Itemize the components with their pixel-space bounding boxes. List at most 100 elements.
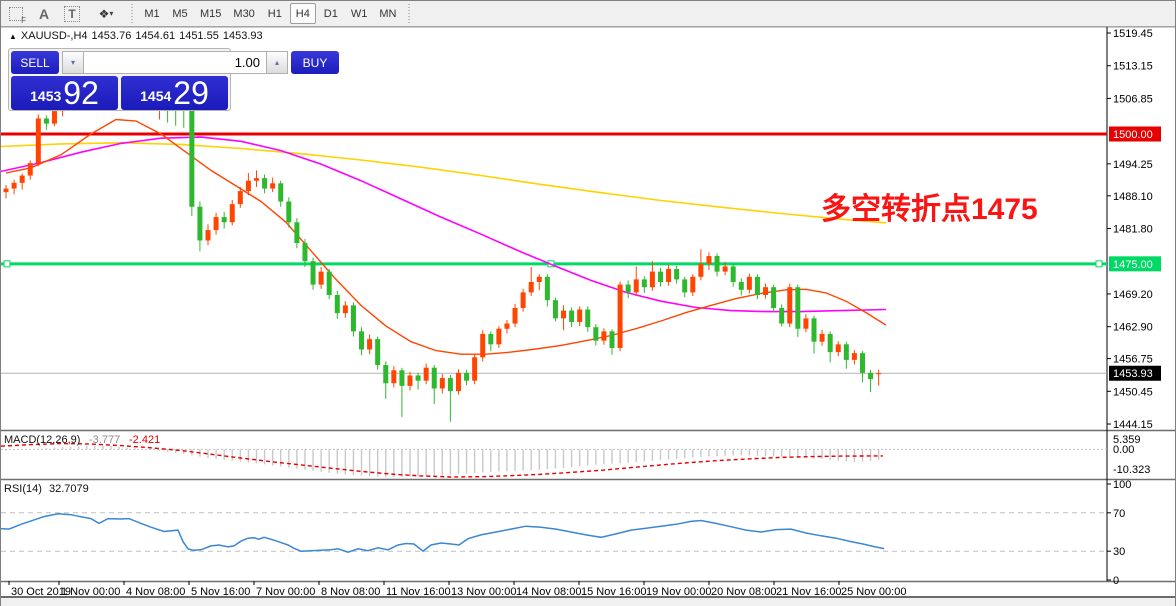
svg-text:1475.00: 1475.00 [1113,259,1153,271]
candle [771,287,777,308]
candle [51,111,57,124]
candle [552,300,558,319]
svg-text:MACD(12,26,9): MACD(12,26,9) [4,434,80,446]
tf-button-m30[interactable]: M30 [233,7,255,20]
svg-text:32.7079: 32.7079 [49,483,89,495]
hline-handle[interactable] [3,260,11,268]
svg-text:13 Nov 00:00: 13 Nov 00:00 [451,586,516,598]
toolbar-separator[interactable] [129,3,134,24]
candle [690,276,696,293]
price-badge-1475.00 [1109,256,1161,272]
volume-input[interactable] [84,51,266,74]
rsi-panel[interactable]: 100 70 30 0 [1,479,1131,587]
toolbar-separator-2[interactable] [406,3,412,24]
candle [577,309,583,322]
candle [237,191,243,205]
candle [843,344,849,360]
tf-button-m1[interactable]: M1 [144,7,160,20]
tf-button-w1[interactable]: W1 [350,7,368,20]
svg-text:5.359: 5.359 [1113,434,1141,446]
candle [294,222,300,244]
svg-text:8 Nov 08:00: 8 Nov 08:00 [321,586,380,598]
candle [585,309,591,328]
candle [375,339,381,366]
buy-price-display[interactable]: 1454 29 [121,76,228,110]
svg-text:25 Nov 00:00: 25 Nov 00:00 [841,586,906,598]
candle [189,110,195,207]
svg-text:21 Nov 16:00: 21 Nov 16:00 [776,586,841,598]
price-axis[interactable]: 1519.45 1513.15 1506.85 1494.25 1488.10 1481.… [1107,28,1161,431]
volume-up-button[interactable]: ▴ [266,51,288,74]
buy-button[interactable]: BUY [291,51,339,74]
chart-canvas[interactable]: 1519.45 1513.15 1506.85 1494.25 1488.10 1481.… [1,27,1176,606]
text-label-tool-icon[interactable]: A [31,3,57,25]
candle [641,279,647,288]
chart-text-annotation[interactable]: 多空转折点1475 [821,193,1038,226]
ohlc-open: 1453.76 [91,30,132,42]
symbol-ohlc-header: ▲ XAUUSD-,H4 1453.76 1454.61 1451.55 145… [9,30,263,42]
candle [868,372,874,380]
candle [407,375,413,386]
candle [19,175,25,183]
svg-text:1513.15: 1513.15 [1113,61,1153,73]
svg-text:-10.323: -10.323 [1113,464,1150,476]
svg-text:30 Oct 2019: 30 Oct 2019 [11,586,71,598]
volume-down-button[interactable]: ▾ [62,51,84,74]
candle [666,269,672,283]
one-click-trade-panel: SELL ▾ ▴ BUY 1453 92 1454 29 [8,48,339,111]
macd-panel[interactable] [1,442,1107,478]
buy-price-frac: 29 [173,75,209,111]
candle [472,357,478,381]
candle [464,372,470,381]
hline-handle[interactable] [1095,260,1103,268]
svg-text:RSI(14): RSI(14) [4,483,42,495]
svg-text:1469.20: 1469.20 [1113,289,1153,301]
candle [536,276,542,283]
candle [391,370,397,384]
candle [738,282,744,290]
tf-button-d1[interactable]: D1 [323,7,338,20]
candle [754,276,760,295]
drawing-tool-button[interactable]: ❖ ▾ [87,3,125,25]
rsi-label: RSI(14) 32.7079 [4,483,89,495]
selection-box-icon[interactable]: F [3,3,29,25]
candle [286,201,292,223]
svg-text:100: 100 [1113,479,1131,491]
tf-button-h1[interactable]: H1 [267,7,282,20]
candle [253,178,259,181]
letter-a-icon: A [38,5,50,22]
tf-button-h4-active[interactable]: H4 [289,3,316,24]
candle [310,261,316,285]
tf-button-m5[interactable]: M5 [172,7,188,20]
text-box-tool-icon[interactable]: T [59,3,85,25]
candle [3,188,9,193]
tf-button-mn[interactable]: MN [379,7,397,20]
svg-text:1456.75: 1456.75 [1113,354,1153,366]
candle [334,294,340,314]
collapse-triangle-icon[interactable]: ▲ [9,31,17,41]
candle [601,331,607,341]
candle [342,305,348,314]
candle [245,180,251,192]
candle [803,318,809,329]
sell-price-display[interactable]: 1453 92 [11,76,118,110]
svg-text:19 Nov 00:00: 19 Nov 00:00 [646,586,711,598]
candle [779,307,785,324]
ohlc-high: 1454.61 [135,30,176,42]
candle [11,182,17,189]
svg-text:1488.10: 1488.10 [1113,191,1153,203]
candle [229,204,235,223]
sell-button[interactable]: SELL [11,51,59,74]
candle [27,163,33,176]
ohlc-close: 1453.93 [222,30,263,42]
svg-text:70: 70 [1113,508,1125,520]
candle [221,217,227,223]
candle [512,307,518,324]
svg-text:1519.45: 1519.45 [1113,28,1153,40]
svg-text:1506.85: 1506.85 [1113,93,1153,105]
candle [423,367,429,381]
candle [43,118,49,124]
svg-text:15 Nov 16:00: 15 Nov 16:00 [581,586,646,598]
tf-button-m15[interactable]: M15 [200,7,222,20]
